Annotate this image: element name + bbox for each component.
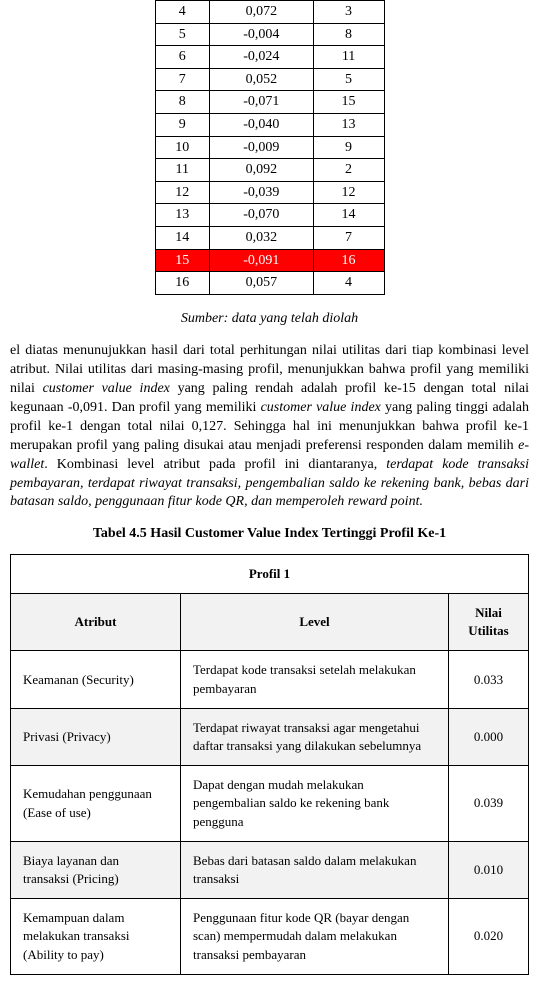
table-cell: 15	[313, 91, 384, 114]
table-cell: 13	[155, 204, 210, 227]
col-attribute: Atribut	[11, 594, 181, 651]
table-row: Kemudahan penggunaan (Ease of use)Dapat …	[11, 766, 529, 842]
cell-level: Terdapat kode transaksi setelah melakuka…	[181, 651, 449, 708]
table-cell: 13	[313, 113, 384, 136]
table-cell: 5	[155, 23, 210, 46]
col-utility: Nilai Utilitas	[449, 594, 529, 651]
table-cell: 0,072	[210, 1, 314, 24]
cell-utility: 0.039	[449, 766, 529, 842]
cell-utility: 0.033	[449, 651, 529, 708]
table-cell: 4	[155, 1, 210, 24]
cell-level: Penggunaan fitur kode QR (bayar dengan s…	[181, 899, 449, 975]
para-text-4: . Kombinasi level atribut pada profil in…	[44, 457, 386, 472]
table-row: 70,0525	[155, 68, 384, 91]
table-cell: -0,040	[210, 113, 314, 136]
table-cell: 0,032	[210, 226, 314, 249]
table-row: 40,0723	[155, 1, 384, 24]
table-cell: 8	[313, 23, 384, 46]
table-cell: 0,092	[210, 159, 314, 182]
table-cell: -0,004	[210, 23, 314, 46]
table-row: 13-0,07014	[155, 204, 384, 227]
table-cell: -0,091	[210, 249, 314, 272]
cell-utility: 0.000	[449, 708, 529, 765]
cell-attribute: Privasi (Privacy)	[11, 708, 181, 765]
table45-title: Tabel 4.5 Hasil Customer Value Index Ter…	[10, 524, 529, 544]
table-row: Privasi (Privacy)Terdapat riwayat transa…	[11, 708, 529, 765]
table-cell: 16	[313, 249, 384, 272]
para-italic-2: customer value index	[261, 400, 381, 415]
cell-level: Terdapat riwayat transaksi agar mengetah…	[181, 708, 449, 765]
table-cell: 15	[155, 249, 210, 272]
table-row: 110,0922	[155, 159, 384, 182]
table-cell: 5	[313, 68, 384, 91]
table-cell: -0,009	[210, 136, 314, 159]
profile-table: Profil 1 Atribut Level Nilai Utilitas Ke…	[10, 554, 529, 975]
cell-attribute: Kemudahan penggunaan (Ease of use)	[11, 766, 181, 842]
table-cell: 6	[155, 46, 210, 69]
table-cell: 4	[313, 272, 384, 295]
cell-level: Bebas dari batasan saldo dalam melakukan…	[181, 841, 449, 898]
table-row: Keamanan (Security)Terdapat kode transak…	[11, 651, 529, 708]
table-cell: -0,071	[210, 91, 314, 114]
table-cell: -0,024	[210, 46, 314, 69]
table-cell: 9	[313, 136, 384, 159]
table-row: Kemampuan dalam melakukan transaksi (Abi…	[11, 899, 529, 975]
table-cell: 11	[155, 159, 210, 182]
body-paragraph: el diatas menunujukkan hasil dari total …	[10, 342, 529, 512]
table-cell: 2	[313, 159, 384, 182]
table-cell: 10	[155, 136, 210, 159]
table-row: 9-0,04013	[155, 113, 384, 136]
table-row: 10-0,0099	[155, 136, 384, 159]
table-row: 140,0327	[155, 226, 384, 249]
table-cell: 14	[313, 204, 384, 227]
table-row: 6-0,02411	[155, 46, 384, 69]
table-cell: -0,039	[210, 181, 314, 204]
table-cell: 3	[313, 1, 384, 24]
table-row: 160,0574	[155, 272, 384, 295]
table-row: 5-0,0048	[155, 23, 384, 46]
table-cell: 7	[155, 68, 210, 91]
table-cell: -0,070	[210, 204, 314, 227]
table-cell: 11	[313, 46, 384, 69]
table-cell: 9	[155, 113, 210, 136]
table-cell: 12	[155, 181, 210, 204]
table-row: Biaya layanan dan transaksi (Pricing)Beb…	[11, 841, 529, 898]
table-row: 12-0,03912	[155, 181, 384, 204]
profile-header: Profil 1	[11, 554, 529, 593]
source-caption: Sumber: data yang telah diolah	[10, 309, 529, 329]
table-cell: 8	[155, 91, 210, 114]
cell-attribute: Keamanan (Security)	[11, 651, 181, 708]
col-level: Level	[181, 594, 449, 651]
table-cell: 0,052	[210, 68, 314, 91]
cell-utility: 0.020	[449, 899, 529, 975]
cell-utility: 0.010	[449, 841, 529, 898]
table-cell: 12	[313, 181, 384, 204]
cell-attribute: Biaya layanan dan transaksi (Pricing)	[11, 841, 181, 898]
para-italic-1: customer value index	[43, 381, 170, 396]
cell-attribute: Kemampuan dalam melakukan transaksi (Abi…	[11, 899, 181, 975]
table-cell: 0,057	[210, 272, 314, 295]
cell-level: Dapat dengan mudah melakukan pengembalia…	[181, 766, 449, 842]
table-row: 8-0,07115	[155, 91, 384, 114]
table-cell: 16	[155, 272, 210, 295]
utility-table: 40,07235-0,00486-0,0241170,05258-0,07115…	[155, 0, 385, 295]
table-row: 15-0,09116	[155, 249, 384, 272]
table-cell: 14	[155, 226, 210, 249]
table-cell: 7	[313, 226, 384, 249]
